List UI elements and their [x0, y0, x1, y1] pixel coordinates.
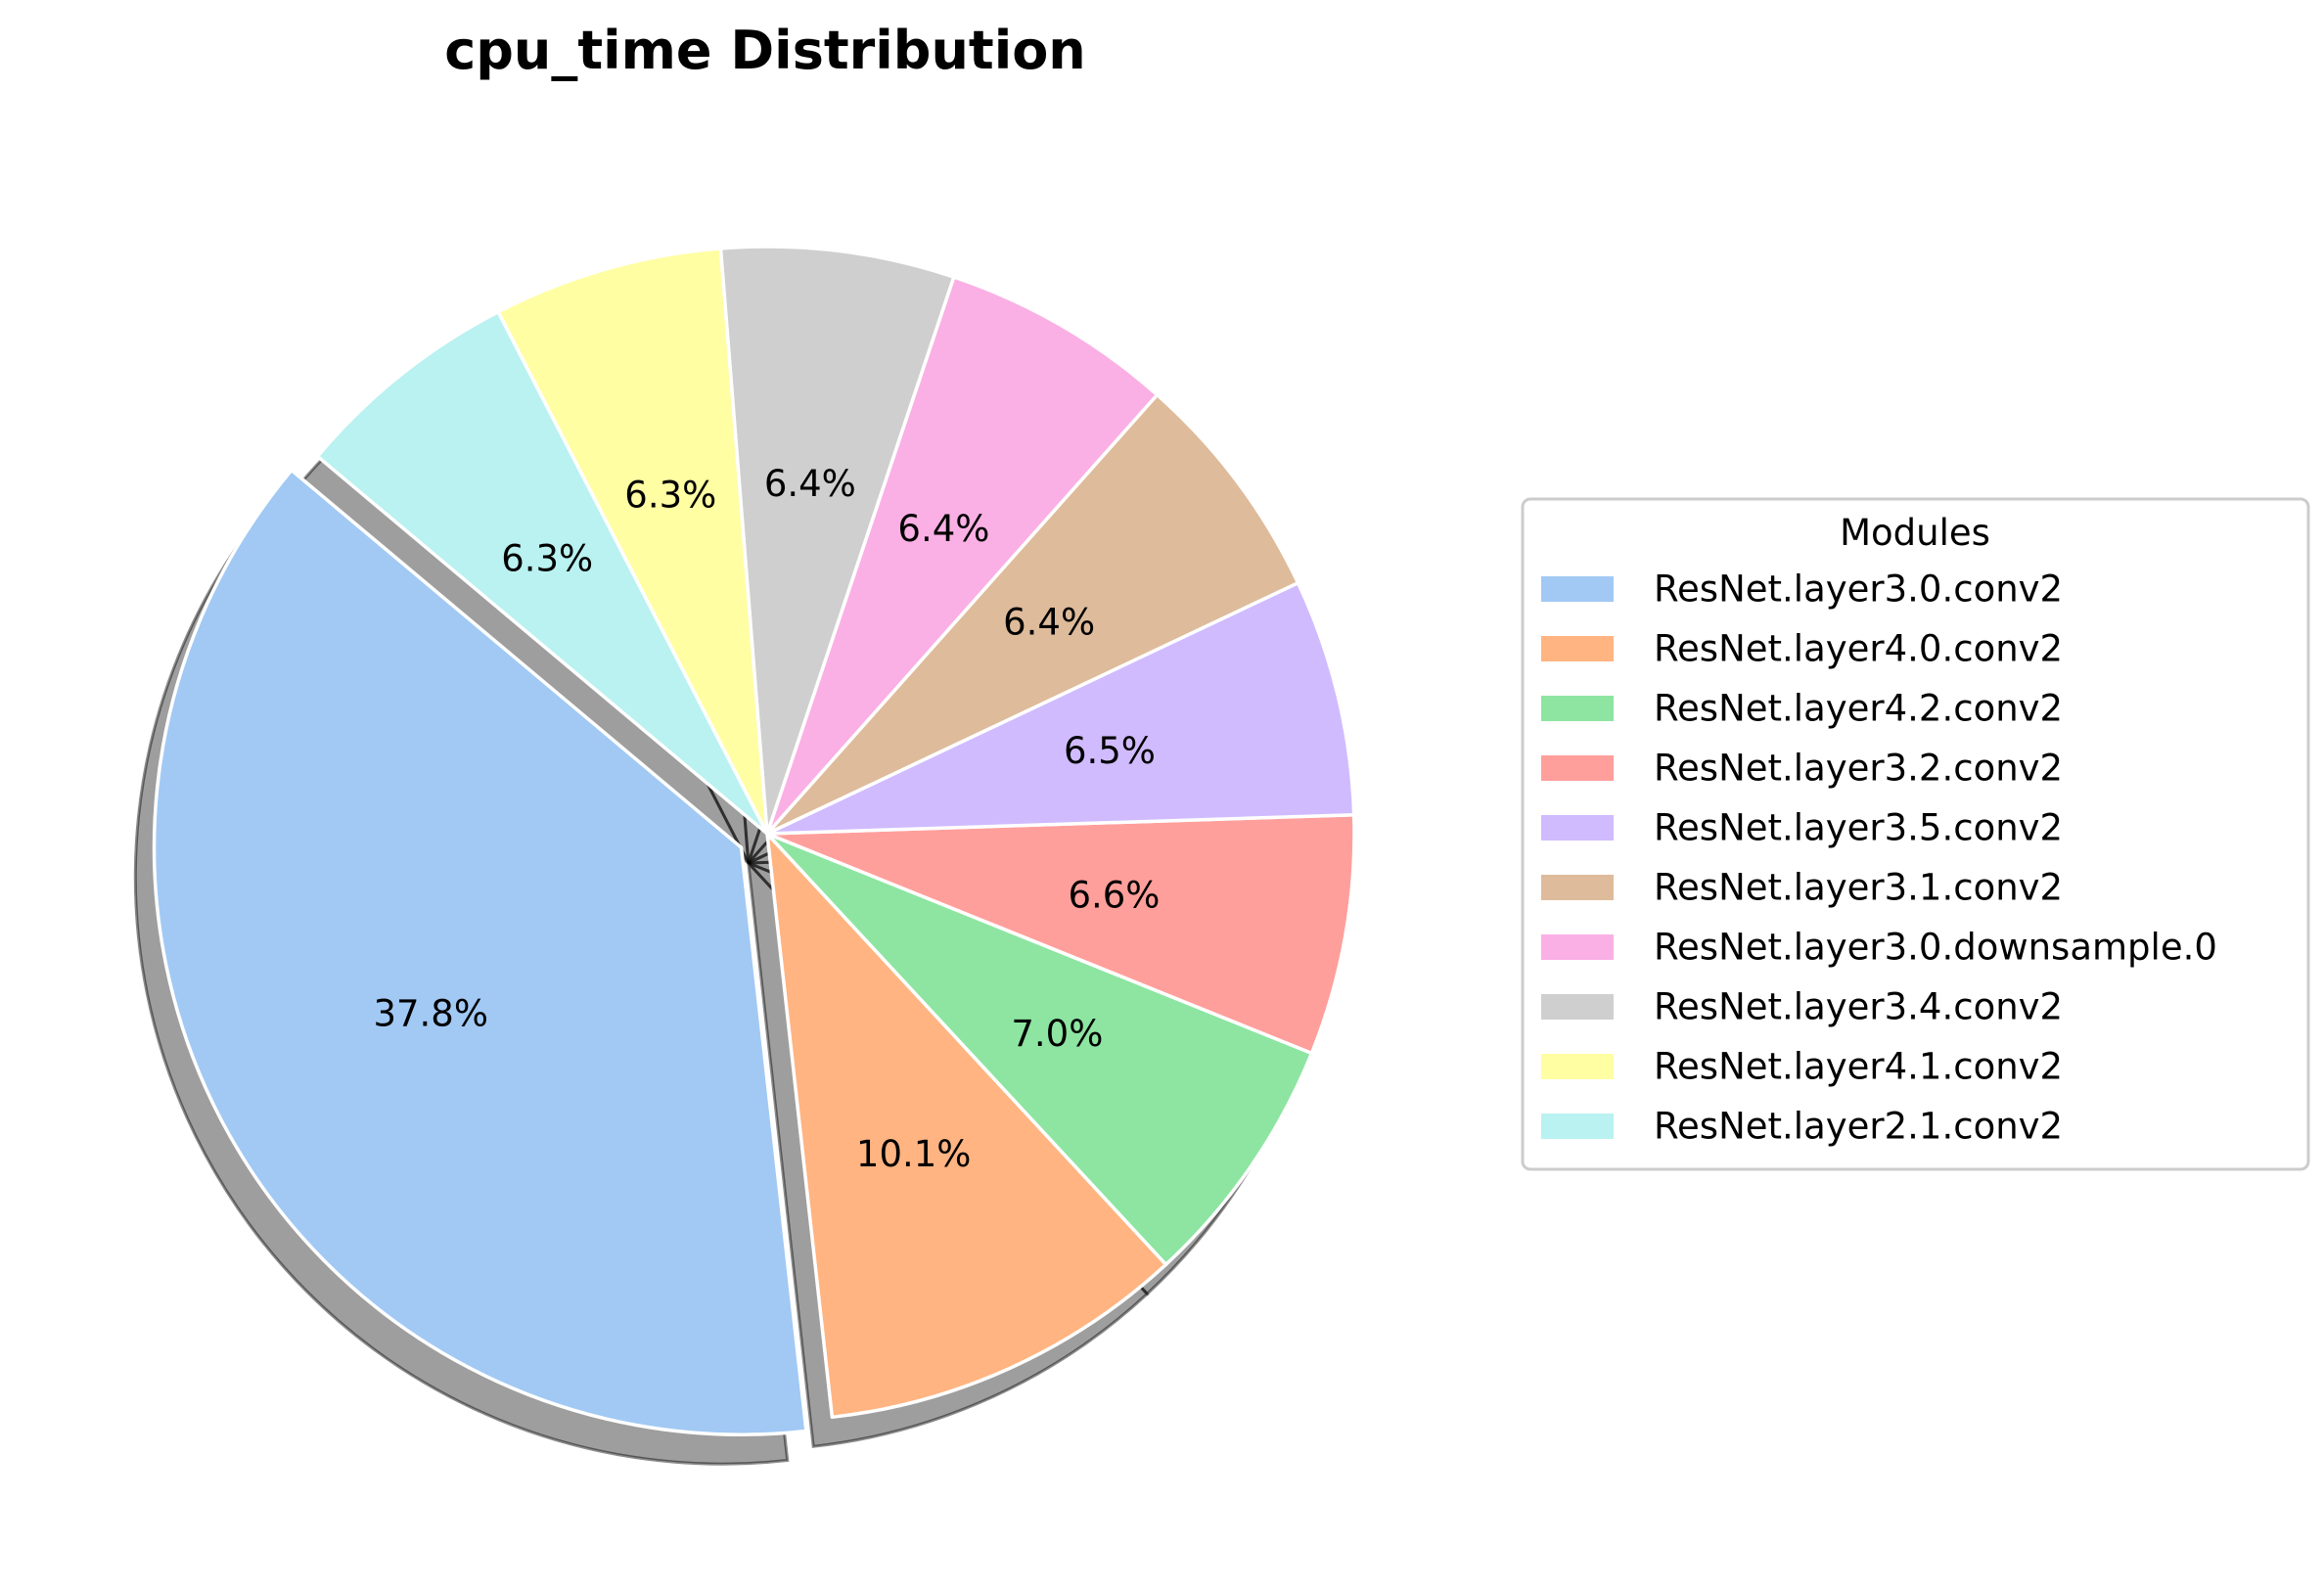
slice-resnet-layer3-4-conv2	[718, 245, 956, 836]
legend-title: Modules	[1840, 512, 1990, 554]
percent-label-resnet-layer2-1-conv2: 6.3%	[501, 537, 593, 579]
legend-swatch-resnet-layer4-1-conv2	[1541, 1054, 1614, 1079]
legend-swatch-resnet-layer3-2-conv2	[1541, 755, 1614, 781]
percent-label-resnet-layer3-0-conv2: 37.8%	[373, 993, 488, 1035]
percent-label-resnet-layer4-1-conv2: 6.3%	[624, 474, 716, 516]
slice-resnet-layer2-1-conv2	[315, 309, 769, 836]
legend-swatch-resnet-layer3-0-downsample-0	[1541, 934, 1614, 960]
pie-percent-labels: 37.8% 10.1% 7.0% 6.6% 6.5% 6.4% 6.4% 6.4% 6.3% 6.…	[373, 463, 1160, 1175]
legend-label-resnet-layer3-2-conv2: ResNet.layer3.2.conv2	[1654, 748, 2063, 790]
legend-swatch-resnet-layer3-5-conv2	[1541, 815, 1614, 841]
legend-label-resnet-layer4-1-conv2: ResNet.layer4.1.conv2	[1654, 1046, 2063, 1088]
percent-label-resnet-layer3-2-conv2: 6.6%	[1068, 874, 1160, 916]
slice-resnet-layer3-5-conv2	[765, 580, 1356, 836]
legend-label-resnet-layer3-0-conv2: ResNet.layer3.0.conv2	[1654, 568, 2063, 611]
pie-slices	[152, 245, 1356, 1436]
percent-label-resnet-layer3-0-downsample-0: 6.4%	[897, 508, 989, 550]
percent-label-resnet-layer3-1-conv2: 6.4%	[1003, 602, 1095, 644]
legend-swatch-resnet-layer4-0-conv2	[1541, 636, 1614, 661]
legend-label-resnet-layer2-1-conv2: ResNet.layer2.1.conv2	[1654, 1106, 2063, 1148]
chart-title: cpu_time Distribution	[444, 20, 1086, 81]
legend-swatch-resnet-layer2-1-conv2	[1541, 1114, 1614, 1139]
slice-resnet-layer4-0-conv2	[765, 832, 1168, 1420]
legend-items: ResNet.layer3.0.conv2 ResNet.layer4.0.con…	[1541, 568, 2217, 1148]
legend-label-resnet-layer4-2-conv2: ResNet.layer4.2.conv2	[1654, 688, 2063, 730]
legend-label-resnet-layer3-4-conv2: ResNet.layer3.4.conv2	[1654, 986, 2063, 1028]
legend: Modules ResNet.layer3.0.conv2ResNet.laye…	[1521, 497, 2310, 1171]
legend-frame	[1521, 497, 2310, 1171]
slice-resnet-layer3-0-conv2	[152, 468, 808, 1436]
slice-resnet-layer3-0-downsample-0	[765, 275, 1160, 836]
slice-resnet-layer4-2-conv2	[765, 832, 1314, 1267]
slice-resnet-layer4-1-conv2	[496, 247, 769, 836]
percent-label-resnet-layer4-0-conv2: 10.1%	[856, 1133, 972, 1175]
legend-swatch-resnet-layer4-2-conv2	[1541, 696, 1614, 721]
legend-label-resnet-layer3-0-downsample-0: ResNet.layer3.0.downsample.0	[1654, 927, 2217, 969]
percent-label-resnet-layer3-5-conv2: 6.5%	[1064, 730, 1156, 772]
slice-resnet-layer3-1-conv2	[765, 392, 1300, 836]
legend-label-resnet-layer3-5-conv2: ResNet.layer3.5.conv2	[1654, 807, 2063, 849]
legend-label-resnet-layer4-0-conv2: ResNet.layer4.0.conv2	[1654, 628, 2063, 670]
legend-swatch-resnet-layer3-1-conv2	[1541, 875, 1614, 900]
legend-label-resnet-layer3-1-conv2: ResNet.layer3.1.conv2	[1654, 867, 2063, 909]
percent-label-resnet-layer4-2-conv2: 7.0%	[1011, 1013, 1103, 1055]
legend-swatch-resnet-layer3-0-conv2	[1541, 576, 1614, 602]
legend-swatch-resnet-layer3-4-conv2	[1541, 994, 1614, 1020]
percent-label-resnet-layer3-4-conv2: 6.4%	[764, 463, 856, 505]
slice-resnet-layer3-2-conv2	[765, 812, 1356, 1056]
